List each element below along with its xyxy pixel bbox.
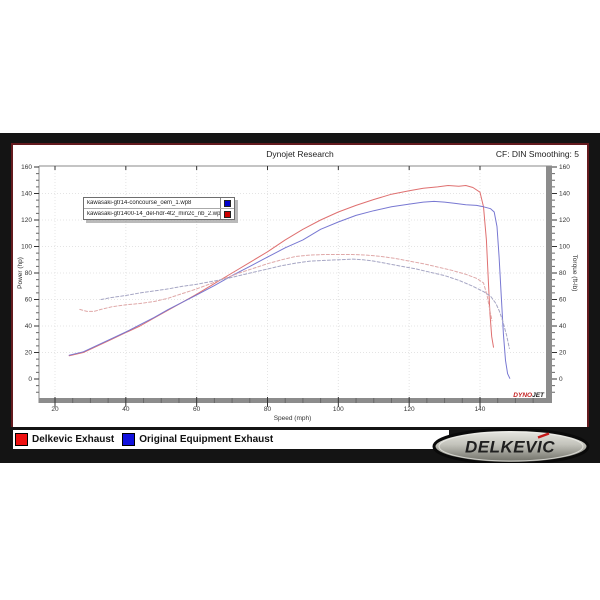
y-left-tick-label: 0 bbox=[28, 376, 32, 383]
delkevic-logo-highlight bbox=[438, 431, 584, 462]
bottom-band: Delkevic Exhaust Original Equipment Exha… bbox=[0, 427, 600, 463]
delkevic-logo-oval bbox=[432, 428, 590, 463]
chart-content: Dynojet Research CF: DIN Smoothing: 5 20… bbox=[11, 143, 589, 455]
legend-run-label: kawasaki-gtr14-concourse_oem_1.wp8 bbox=[87, 200, 192, 206]
oem-torque-curve bbox=[100, 258, 510, 349]
y-left-tick-label: 160 bbox=[21, 164, 32, 171]
y-axis-left-title: Power (hp) bbox=[17, 257, 24, 289]
correction-smoothing-label: CF: DIN Smoothing: 5 bbox=[495, 149, 579, 159]
legend-row-delkevic-run: kawasaki-gtr1400-14_del-hdr-4t2_min2c_nb… bbox=[84, 208, 234, 219]
dyno-chart-frame: Dynojet Research CF: DIN Smoothing: 5 20… bbox=[0, 133, 600, 463]
legend-chip-cell bbox=[220, 209, 234, 219]
x-tick-label: 120 bbox=[404, 406, 415, 413]
oem-power-curve bbox=[68, 200, 511, 379]
delkevic-color-chip bbox=[15, 433, 28, 446]
y-left-tick-label: 80 bbox=[25, 270, 33, 277]
y-right-tick-label: 40 bbox=[559, 323, 567, 330]
chart-title: Dynojet Research bbox=[266, 149, 334, 159]
y-right-tick-label: 0 bbox=[559, 376, 563, 383]
delkevic-power-curve bbox=[68, 185, 494, 357]
dyno-plot: 20 40 60 80 100 120 140 0 0 20 20 40 40 60 60 80 80 100 10… bbox=[17, 164, 578, 422]
legend-row-oem-run: kawasaki-gtr14-concourse_oem_1.wp8 bbox=[84, 198, 234, 208]
x-tick-label: 60 bbox=[193, 406, 201, 413]
y-left-tick-label: 100 bbox=[21, 244, 32, 251]
y-right-tick-label: 60 bbox=[559, 297, 567, 304]
dynojet-watermark: DYNOJET bbox=[513, 392, 545, 399]
legend-run-label: kawasaki-gtr1400-14_del-hdr-4t2_min2c_nb… bbox=[87, 211, 220, 217]
y-left-tick-label: 40 bbox=[25, 323, 33, 330]
exhaust-legend-strip: Delkevic Exhaust Original Equipment Exha… bbox=[13, 430, 449, 449]
y-left-tick-label: 20 bbox=[25, 350, 33, 357]
delkevic-logo-red-accent bbox=[537, 432, 550, 439]
y-right-tick-label: 80 bbox=[559, 270, 567, 277]
x-tick-label: 40 bbox=[122, 406, 130, 413]
x-tick-label: 100 bbox=[333, 406, 344, 413]
delkevic-logo: DELKEVIC bbox=[432, 428, 590, 463]
y-axis-right-title: Torque (ft-lb) bbox=[571, 255, 578, 292]
y-left-tick-label: 120 bbox=[21, 217, 32, 224]
legend-chip-cell bbox=[220, 198, 234, 208]
blue-run-chip bbox=[224, 199, 231, 207]
red-run-chip bbox=[224, 210, 231, 218]
y-left-tick-label: 60 bbox=[25, 297, 33, 304]
delkevic-logo-text: DELKEVIC bbox=[465, 438, 555, 457]
y-right-tick-label: 20 bbox=[559, 350, 567, 357]
y-right-tick-label: 100 bbox=[559, 244, 570, 251]
oem-color-chip bbox=[122, 433, 136, 446]
y-left-tick-label: 140 bbox=[21, 191, 32, 198]
x-tick-label: 20 bbox=[51, 406, 59, 413]
delkevic-exhaust-label: Delkevic Exhaust bbox=[32, 434, 115, 445]
y-right-tick-label: 120 bbox=[559, 217, 570, 224]
x-axis-title: Speed (mph) bbox=[274, 415, 312, 422]
y-right-tick-label: 160 bbox=[559, 164, 570, 171]
y-right-tick-label: 140 bbox=[559, 191, 570, 198]
x-tick-label: 140 bbox=[475, 406, 486, 413]
run-legend-box: kawasaki-gtr14-concourse_oem_1.wp8 kawas… bbox=[83, 197, 235, 220]
x-tick-label: 80 bbox=[264, 406, 272, 413]
x-axis-bar bbox=[39, 398, 552, 403]
chart-header: Dynojet Research CF: DIN Smoothing: 5 bbox=[13, 145, 587, 163]
right-axis-bar bbox=[546, 166, 552, 403]
oem-exhaust-label: Original Equipment Exhaust bbox=[139, 434, 274, 445]
delkevic-torque-curve bbox=[79, 254, 493, 322]
